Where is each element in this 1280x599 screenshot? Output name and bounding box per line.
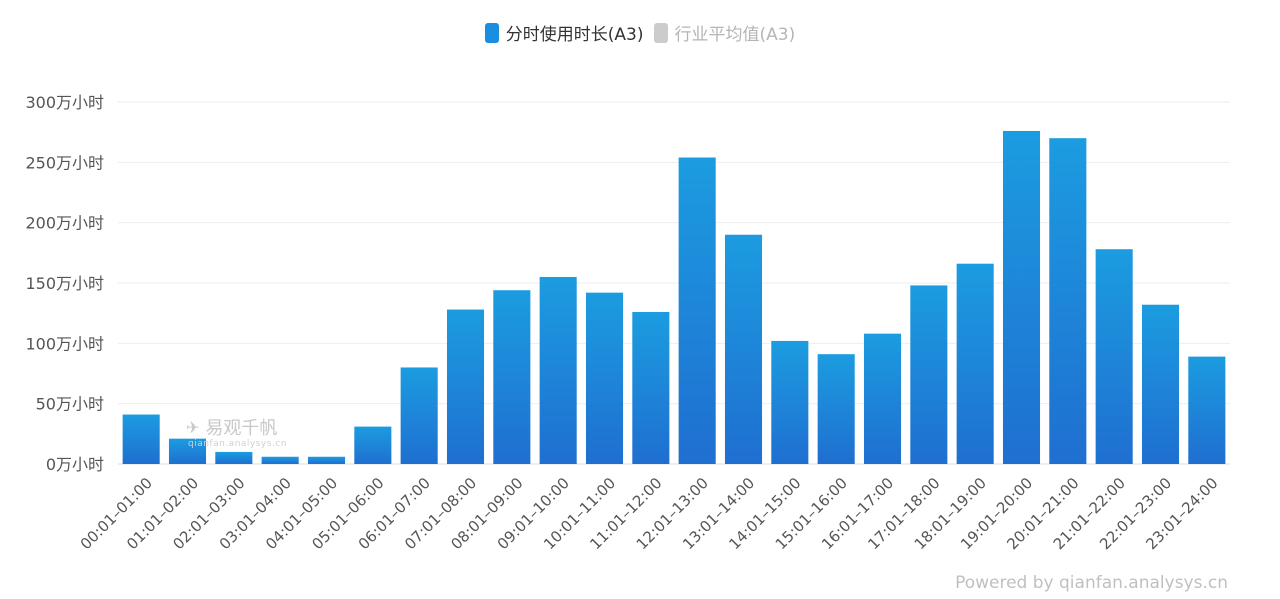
legend-item-usage[interactable]: 分时使用时长(A3) — [484, 20, 644, 45]
grid-lines — [118, 101, 1230, 465]
bar-11:01–12:00[interactable] — [632, 311, 670, 464]
x-axis-tick-labels: 00:01–01:0001:01–02:0002:01–03:0003:01–0… — [77, 474, 1222, 553]
bar-00:01–01:00[interactable] — [122, 414, 160, 464]
bar-23:01–24:00[interactable] — [1188, 356, 1226, 464]
bar-22:01–23:00[interactable] — [1141, 304, 1180, 464]
bar-06:01–07:00[interactable] — [400, 367, 438, 464]
bar-13:01–14:00[interactable] — [724, 234, 763, 464]
y-tick-label: 150万小时 — [25, 274, 104, 293]
bar-03:01–04:00[interactable] — [261, 456, 299, 464]
y-tick-label: 250万小时 — [25, 153, 104, 172]
bar-01:01–02:00[interactable] — [168, 438, 207, 464]
legend-label-usage: 分时使用时长(A3) — [505, 25, 644, 45]
watermark-brand: 易观千帆 — [205, 418, 278, 439]
watermark-url: qianfan.analysys.cn — [188, 439, 287, 449]
y-tick-label: 200万小时 — [25, 214, 104, 233]
y-tick-label: 50万小时 — [36, 395, 104, 414]
watermark: ✈ 易观千帆 qianfan.analysys.cn — [186, 414, 287, 450]
legend-swatch-industry-average — [653, 22, 668, 43]
bar-14:01–15:00[interactable] — [771, 340, 809, 464]
bar-20:01–21:00[interactable] — [1049, 138, 1087, 464]
bar-17:01–18:00[interactable] — [910, 285, 948, 464]
bar-12:01–13:00[interactable] — [678, 157, 716, 465]
legend-item-industry-average[interactable]: 行业平均值(A3) — [653, 20, 796, 45]
bar-19:01–20:00[interactable] — [1002, 130, 1041, 464]
y-tick-label: 0万小时 — [46, 455, 104, 474]
bars — [122, 130, 1226, 465]
bar-07:01–08:00[interactable] — [446, 309, 485, 464]
bar-21:01–22:00[interactable] — [1095, 249, 1133, 464]
legend-label-industry-average: 行业平均值(A3) — [674, 25, 796, 45]
bar-18:01–19:00[interactable] — [956, 263, 994, 464]
watermark-logo-icon: ✈ — [186, 417, 200, 437]
bar-10:01–11:00[interactable] — [585, 292, 624, 464]
y-tick-label: 300万小时 — [25, 93, 104, 112]
y-tick-label: 100万小时 — [25, 334, 104, 353]
legend-swatch-usage — [484, 22, 499, 43]
bar-04:01–05:00[interactable] — [307, 456, 346, 464]
bar-09:01–10:00[interactable] — [539, 276, 577, 464]
bar-05:01–06:00[interactable] — [354, 426, 392, 464]
chart-legend: 分时使用时长(A3) 行业平均值(A3) — [0, 20, 1280, 45]
bar-16:01–17:00[interactable] — [863, 333, 902, 464]
bar-02:01–03:00[interactable] — [215, 451, 253, 464]
bar-08:01–09:00[interactable] — [493, 290, 531, 464]
bar-15:01–16:00[interactable] — [817, 354, 855, 464]
footer-credit[interactable]: Powered by qianfan.analysys.cn — [955, 573, 1228, 593]
y-axis-tick-labels: 0万小时 50万小时 100万小时 150万小时 200万小时 250万小时 300万小时 — [25, 93, 104, 474]
